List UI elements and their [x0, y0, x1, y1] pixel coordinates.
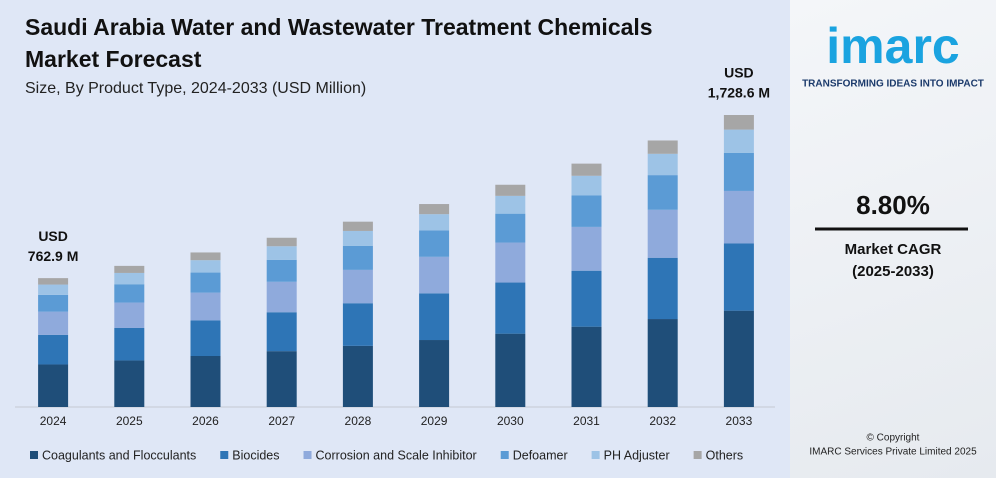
- bar-segment: [723, 310, 754, 407]
- bar-segment: [647, 153, 678, 176]
- x-tick-label: 2033: [726, 414, 753, 428]
- legend-swatch: [30, 451, 38, 459]
- legend-swatch: [303, 451, 312, 459]
- bar-segment: [723, 243, 754, 311]
- x-tick-label: 2024: [40, 414, 67, 428]
- bar-segment: [266, 259, 297, 282]
- bar-segment: [571, 195, 602, 227]
- x-tick-label: 2028: [345, 414, 372, 428]
- annotation: USD: [38, 228, 68, 244]
- legend-label: Defoamer: [513, 448, 568, 462]
- bar-segment: [571, 163, 602, 176]
- bar-segment: [342, 345, 373, 407]
- x-tick-label: 2025: [116, 414, 143, 428]
- bar-segment: [38, 294, 69, 312]
- bar-segment: [114, 360, 145, 407]
- cagr: 8.80%: [856, 190, 930, 220]
- bar-segment: [114, 272, 145, 285]
- chart-title-line: Saudi Arabia Water and Wastewater Treatm…: [25, 14, 653, 72]
- bar-segment: [419, 230, 450, 257]
- bar-segment: [419, 214, 450, 231]
- bar-segment: [723, 129, 754, 153]
- bar-segment: [495, 213, 526, 243]
- bar-segment: [266, 237, 297, 247]
- x-tick-label: 2026: [192, 414, 219, 428]
- legend-label: Coagulants and Flocculants: [42, 448, 196, 462]
- bar-segment: [114, 327, 145, 361]
- bar-segment: [571, 270, 602, 327]
- legend-swatch: [591, 451, 600, 459]
- annotation: 762.9 M: [28, 248, 79, 264]
- bar-segment: [190, 356, 221, 407]
- bar-segment: [190, 260, 221, 273]
- bar-segment: [723, 152, 754, 191]
- bar-segment: [38, 334, 69, 365]
- x-tick-label: 2029: [421, 414, 448, 428]
- bar-segment: [266, 351, 297, 407]
- cagr-label: Market CAGR: [845, 241, 942, 258]
- legend-swatch: [500, 451, 509, 459]
- bar-segment: [342, 230, 373, 246]
- bar-segment: [571, 326, 602, 407]
- bar-segment: [647, 175, 678, 210]
- bar-segment: [114, 284, 145, 303]
- tagline: TRANSFORMING IDEAS INTO IMPACT: [802, 79, 984, 90]
- annotation: USD: [724, 65, 754, 81]
- bar-segment: [495, 184, 526, 196]
- cagr-period: (2025-2033): [852, 263, 934, 280]
- bar-segment: [190, 292, 221, 321]
- legend-swatch: [693, 451, 702, 459]
- bar-segment: [342, 269, 373, 304]
- legend-swatch: [220, 451, 229, 459]
- bar-segment: [419, 256, 450, 294]
- bar-segment: [647, 319, 678, 407]
- x-tick-label: 2032: [649, 414, 676, 428]
- bar-segment: [266, 246, 297, 260]
- bar-segment: [495, 242, 526, 283]
- x-tick-label: 2031: [573, 414, 600, 428]
- bar-segment: [342, 221, 373, 231]
- legend-label: PH Adjuster: [604, 448, 670, 462]
- bar-segment: [723, 190, 754, 244]
- bar-segment: [647, 257, 678, 320]
- x-tick-label: 2027: [268, 414, 295, 428]
- sidebar: [790, 0, 996, 478]
- bar-segment: [419, 293, 450, 341]
- x-tick-label: 2030: [497, 414, 524, 428]
- bar-segment: [38, 278, 69, 285]
- copyright: © Copyright: [867, 433, 920, 444]
- bar-segment: [419, 340, 450, 407]
- bar-segment: [342, 245, 373, 270]
- bar-segment: [495, 195, 526, 214]
- bar-segment: [419, 204, 450, 215]
- bar-segment: [647, 209, 678, 258]
- bar-segment: [190, 272, 221, 293]
- bar-segment: [571, 226, 602, 271]
- bar-segment: [38, 311, 69, 335]
- bar-segment: [38, 364, 69, 407]
- logo: imarc: [826, 18, 959, 74]
- bar-segment: [38, 284, 69, 295]
- bar-segment: [495, 333, 526, 407]
- bar-segment: [495, 282, 526, 334]
- bar-segment: [647, 140, 678, 154]
- bar-segment: [190, 320, 221, 357]
- annotation: 1,728.6 M: [708, 85, 770, 101]
- legend-label: Corrosion and Scale Inhibitor: [316, 448, 477, 462]
- legend-label: Others: [706, 448, 744, 462]
- company: IMARC Services Private Limited 2025: [809, 447, 977, 458]
- bar-segment: [571, 175, 602, 196]
- bar-segment: [342, 303, 373, 346]
- bar-segment: [190, 252, 221, 261]
- bar-segment: [114, 265, 145, 273]
- chart-subtitle: Size, By Product Type, 2024-2033 (USD Mi…: [25, 80, 366, 97]
- bar-segment: [266, 281, 297, 313]
- bar-segment: [723, 115, 754, 130]
- bar-segment: [266, 312, 297, 352]
- legend-label: Biocides: [232, 448, 279, 462]
- bar-segment: [114, 302, 145, 328]
